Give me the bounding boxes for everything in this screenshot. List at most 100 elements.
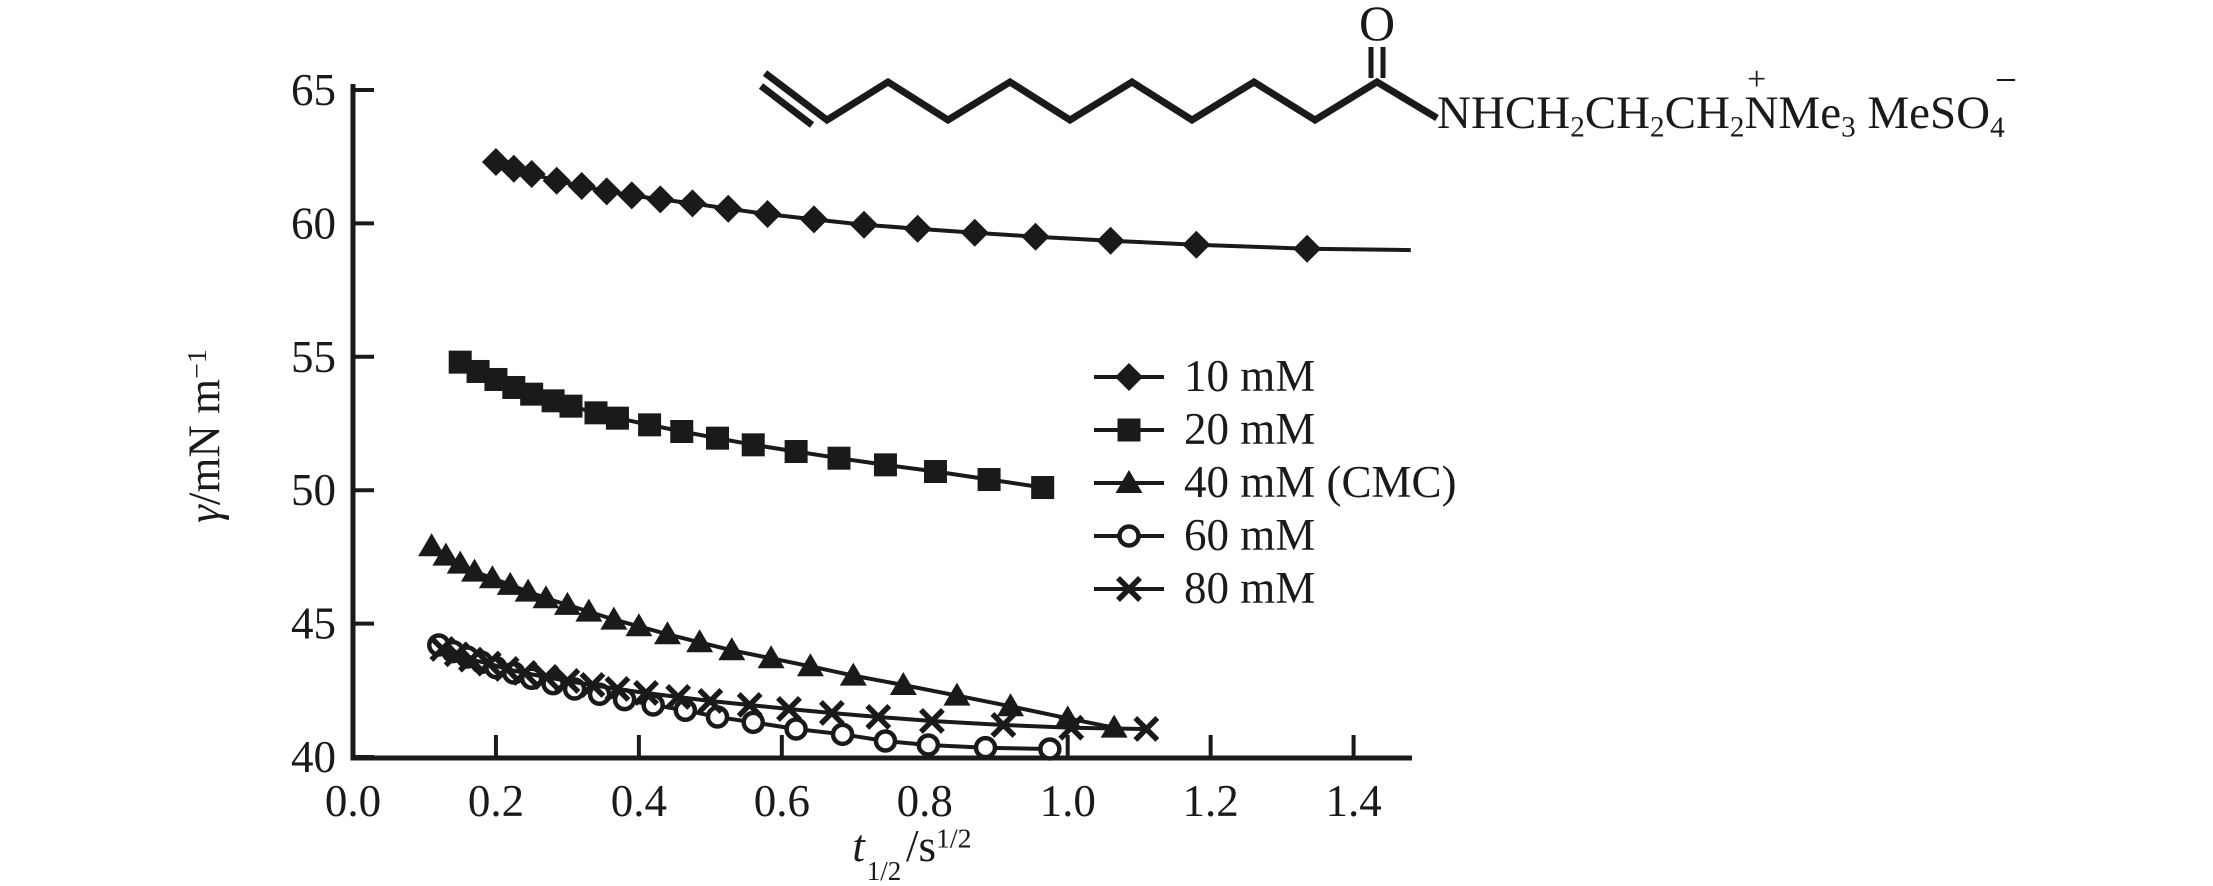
legend-item-label: 60 mM xyxy=(1184,510,1316,560)
open-circle-marker-icon xyxy=(784,717,808,741)
legend-marker xyxy=(1094,469,1164,493)
open-circle-marker-icon xyxy=(741,710,765,735)
diamond-marker-icon xyxy=(567,172,596,201)
square-marker-icon xyxy=(466,359,490,383)
diamond-marker-icon xyxy=(714,194,743,223)
y-tick-label: 55 xyxy=(291,332,336,382)
legend-item-label: 40 mM (CMC) xyxy=(1184,457,1457,507)
legend-marker xyxy=(1094,362,1164,391)
x-marker-icon xyxy=(1058,714,1085,741)
y-tick-label: 40 xyxy=(291,732,336,782)
sub-sup-stack: 1/2age xyxy=(866,855,904,886)
triangle-marker-icon xyxy=(1100,714,1128,738)
square-marker-icon xyxy=(541,389,565,413)
x-tick-label: 1.0 xyxy=(1040,776,1096,826)
triangle-marker-icon xyxy=(625,613,653,637)
x-marker-icon xyxy=(865,704,892,730)
open-circle-marker-icon xyxy=(1038,737,1062,761)
open-circle-marker-icon xyxy=(873,729,898,753)
triangle-marker-icon xyxy=(839,662,867,686)
x-marker-icon xyxy=(1133,716,1160,742)
x-marker-icon xyxy=(918,708,945,734)
x-marker-icon xyxy=(665,684,692,710)
legend-marker xyxy=(1094,418,1164,441)
triangle-marker-icon xyxy=(943,682,971,706)
x-marker-icon xyxy=(818,700,845,726)
triangle-marker-icon xyxy=(757,645,785,669)
x-marker-icon xyxy=(579,672,606,698)
open-circle-marker-icon xyxy=(1117,523,1141,548)
diamond-marker-icon xyxy=(1115,362,1143,391)
square-marker-icon xyxy=(448,350,472,374)
x-marker-icon xyxy=(475,650,502,677)
triangle-marker-icon xyxy=(653,621,681,645)
x-marker-icon xyxy=(533,664,559,690)
triangle-marker-icon xyxy=(1115,469,1143,493)
series-line-square xyxy=(459,360,1043,490)
legend: 10 mM 20 mM 40 mM (CMC) 60 mM 80 mM xyxy=(1092,350,1457,615)
triangle-marker-icon xyxy=(553,591,581,615)
y-tick-label: 45 xyxy=(291,599,336,649)
x-marker-icon xyxy=(633,680,659,706)
diamond-marker-icon xyxy=(1293,234,1322,263)
y-tick-label: 60 xyxy=(291,198,336,248)
legend-item: 20 mM xyxy=(1092,403,1457,456)
triangle-marker-icon xyxy=(718,637,746,661)
legend-item: 80 mM xyxy=(1092,562,1457,615)
square-marker-icon xyxy=(705,426,729,450)
x-marker-icon xyxy=(429,636,456,662)
square-marker-icon xyxy=(977,468,1001,492)
diamond-marker-icon xyxy=(617,181,646,210)
y-axis-title: γ/mN m−1 xyxy=(179,349,230,523)
legend-item: 60 mM xyxy=(1092,509,1457,562)
y-tick-label: 50 xyxy=(291,465,336,515)
legend-marker xyxy=(1094,575,1164,602)
diamond-marker-icon xyxy=(753,200,782,229)
x-marker-icon xyxy=(990,712,1017,738)
triangle-marker-icon xyxy=(997,693,1025,717)
diamond-marker-icon xyxy=(850,210,879,239)
x-tick-label: 1.2 xyxy=(1183,776,1239,826)
x-marker-icon xyxy=(1116,575,1142,602)
alkene-double-bond xyxy=(758,83,815,128)
diamond-marker-icon xyxy=(799,205,828,234)
diamond-marker-icon xyxy=(903,214,932,243)
legend-marker xyxy=(1094,523,1164,548)
diamond-marker-icon xyxy=(542,166,571,195)
square-marker-icon xyxy=(873,453,897,477)
x-marker-icon xyxy=(511,660,538,686)
diamond-marker-icon xyxy=(678,189,707,218)
x-marker-icon xyxy=(604,676,631,702)
square-marker-icon xyxy=(1117,418,1141,441)
plus-charge: + xyxy=(1747,60,1767,98)
x-marker-icon xyxy=(776,696,802,722)
x-axis-title: t1/2age/s1/2 xyxy=(742,824,1082,886)
x-marker-icon xyxy=(736,692,763,718)
x-tick-label: 0.6 xyxy=(754,776,810,826)
x-tick-label: 1.4 xyxy=(1325,776,1381,826)
molecule-skeleton xyxy=(762,70,1439,125)
square-marker-icon xyxy=(923,460,947,484)
x-marker-icon xyxy=(554,668,581,694)
square-marker-icon xyxy=(584,401,608,425)
open-circle-marker-icon xyxy=(830,722,855,747)
x-tick-label: 0.8 xyxy=(897,776,953,826)
triangle-marker-icon xyxy=(432,542,460,566)
triangle-marker-icon xyxy=(686,629,714,653)
square-marker-icon xyxy=(502,375,526,399)
legend-item: 40 mM (CMC) xyxy=(1092,456,1457,509)
square-marker-icon xyxy=(784,440,808,464)
legend-item-label: 20 mM xyxy=(1184,404,1316,454)
diamond-marker-icon xyxy=(646,185,675,214)
y-tick-label: 65 xyxy=(291,65,336,115)
molecular-formula: NHCH2CH2CH2N + Me3 MeSO4− xyxy=(1437,57,2018,144)
square-marker-icon xyxy=(484,367,508,391)
triangle-marker-icon xyxy=(889,671,917,695)
x-tick-label: 0.0 xyxy=(325,776,381,826)
triangle-marker-icon xyxy=(496,571,524,595)
square-marker-icon xyxy=(559,394,583,418)
legend-item: 10 mM xyxy=(1092,350,1457,403)
triangle-marker-icon xyxy=(796,653,824,677)
